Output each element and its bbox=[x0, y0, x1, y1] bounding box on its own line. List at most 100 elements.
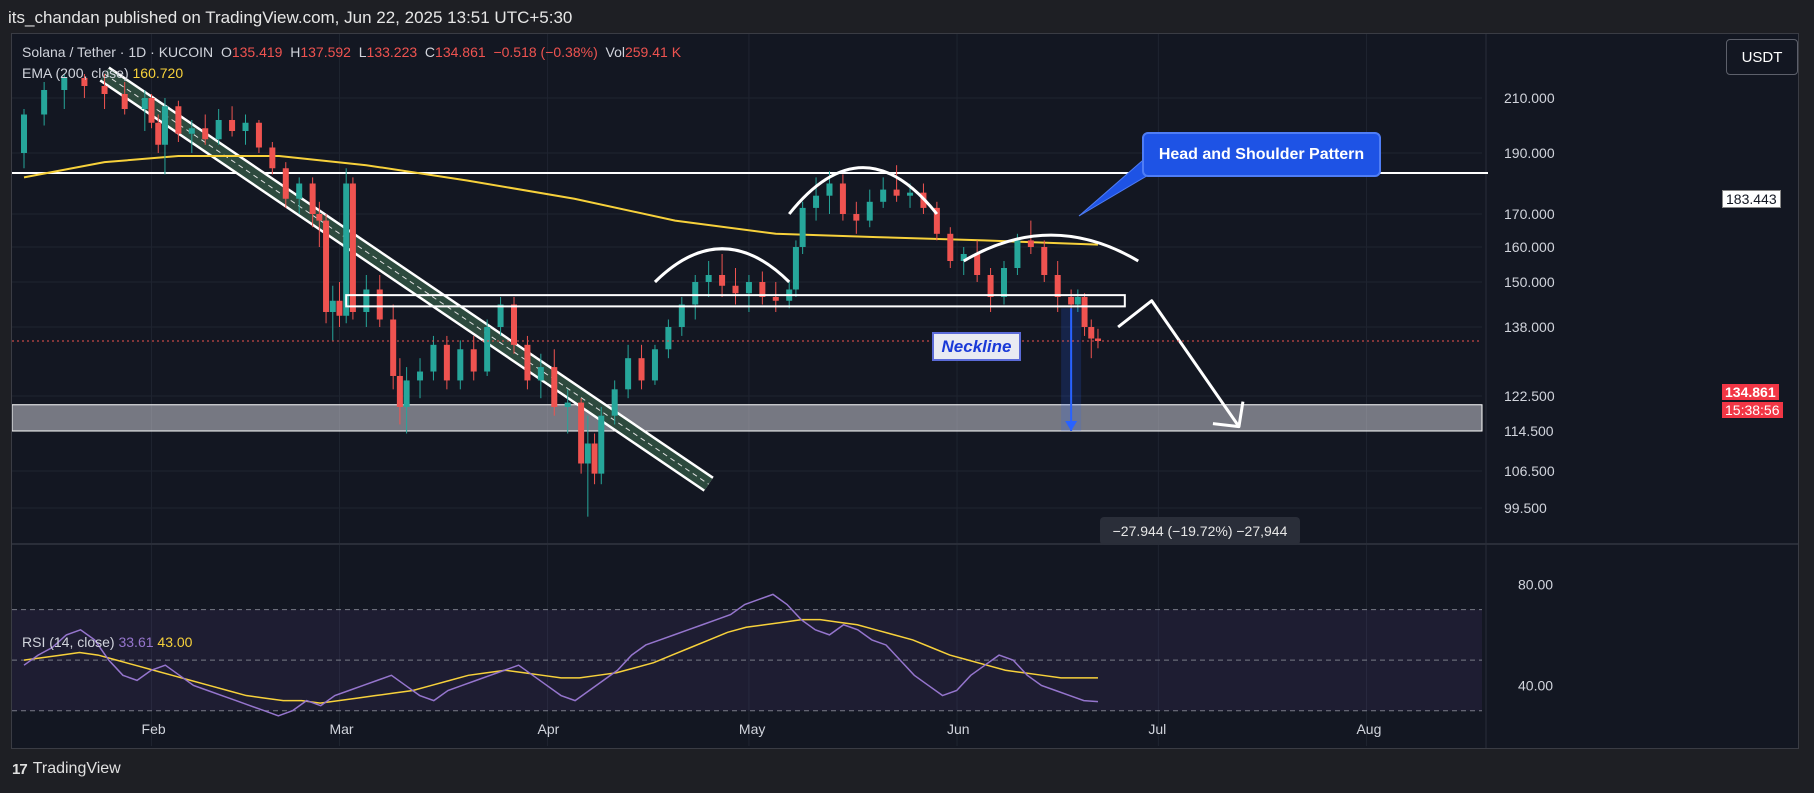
candle-body bbox=[155, 122, 162, 145]
y-tick-label: 170.000 bbox=[1504, 206, 1555, 222]
candle-body bbox=[396, 375, 403, 407]
candle-body bbox=[202, 128, 209, 140]
x-tick-label: Apr bbox=[538, 721, 560, 737]
rsi-ma-value: 43.00 bbox=[157, 634, 193, 650]
ema-label: EMA (200, close) bbox=[22, 65, 129, 81]
candle-body bbox=[974, 254, 981, 275]
countdown-label: 15:38:56 bbox=[1722, 402, 1783, 418]
candle-body bbox=[309, 183, 316, 214]
candle-body bbox=[564, 402, 571, 407]
candle-body bbox=[893, 189, 900, 196]
candle-body bbox=[853, 214, 860, 221]
footer-brand[interactable]: 17 TradingView bbox=[12, 760, 121, 778]
candle-body bbox=[799, 207, 806, 247]
rsi-tick-label: 80.00 bbox=[1518, 576, 1553, 592]
candle-body bbox=[242, 122, 249, 131]
head-arc bbox=[788, 166, 939, 215]
candle-body bbox=[1054, 275, 1061, 297]
currency-button[interactable]: USDT bbox=[1726, 39, 1798, 75]
x-tick-label: Jun bbox=[947, 721, 970, 737]
candle-body bbox=[839, 183, 846, 214]
measure-arrow-head bbox=[1065, 421, 1078, 431]
candle-body bbox=[101, 86, 108, 94]
ohlc-high-label: H bbox=[290, 44, 301, 60]
candle-body bbox=[524, 344, 531, 381]
x-tick-label: Mar bbox=[329, 721, 353, 737]
chart-canvas[interactable]: 210.000 190.000 170.000 160.000 150.000 138.0… bbox=[12, 34, 1798, 748]
candle-body bbox=[651, 349, 658, 381]
measure-label: −27.944 (−19.72%) −27,944 bbox=[1100, 517, 1300, 545]
candle-body bbox=[390, 319, 397, 376]
candle-body bbox=[1041, 247, 1048, 275]
candle-body bbox=[692, 282, 699, 305]
rsi-tick-label: 40.00 bbox=[1518, 677, 1553, 693]
ohlc-high: 137.592 bbox=[300, 44, 351, 60]
candle-body bbox=[598, 415, 605, 474]
candle-body bbox=[947, 233, 954, 261]
candle-body bbox=[611, 389, 618, 416]
neckline-box bbox=[345, 294, 1126, 308]
candle-body bbox=[907, 192, 914, 196]
candle-body bbox=[638, 358, 645, 381]
rsi-ma-line bbox=[23, 618, 1098, 704]
projection-arrow-head bbox=[1212, 401, 1245, 429]
candle-body bbox=[497, 304, 504, 327]
y-tick-label: 138.000 bbox=[1504, 319, 1555, 335]
candle-body bbox=[363, 289, 370, 312]
candle-body bbox=[1014, 240, 1021, 268]
candle-body bbox=[417, 371, 424, 381]
volume-label: Vol bbox=[605, 44, 625, 60]
candle-body bbox=[41, 90, 48, 115]
candle-body bbox=[316, 214, 323, 221]
candle-body bbox=[430, 344, 437, 372]
x-tick-label: Feb bbox=[142, 721, 166, 737]
ema-legend[interactable]: EMA (200, close) 160.720 bbox=[22, 65, 183, 81]
y-tick-label: 99.500 bbox=[1504, 500, 1547, 516]
tradingview-logo-icon: 17 bbox=[12, 760, 28, 778]
candle-body bbox=[403, 380, 410, 407]
left-shoulder-arc bbox=[653, 247, 791, 284]
candle-body bbox=[826, 183, 833, 196]
rsi-legend[interactable]: RSI (14, close) 33.61 43.00 bbox=[22, 634, 192, 650]
candle-body bbox=[329, 300, 336, 312]
candle-body bbox=[148, 98, 155, 123]
chart-frame[interactable]: 210.000 190.000 170.000 160.000 150.000 138.0… bbox=[11, 33, 1799, 749]
candles bbox=[21, 74, 1101, 517]
y-tick-label: 160.000 bbox=[1504, 239, 1555, 255]
volume-value: 259.41 K bbox=[624, 44, 682, 60]
candle-body bbox=[759, 282, 766, 297]
candle-body bbox=[732, 285, 739, 294]
candle-body bbox=[625, 358, 632, 390]
candle-body bbox=[880, 189, 887, 202]
candle-body bbox=[376, 289, 383, 320]
candle-body bbox=[343, 183, 350, 316]
candle-body bbox=[188, 128, 195, 134]
y-tick-label: 190.000 bbox=[1504, 145, 1555, 161]
ema-200-line bbox=[23, 155, 1099, 246]
support-zone bbox=[12, 404, 1483, 432]
candle-body bbox=[772, 297, 779, 301]
candle-body bbox=[705, 275, 712, 282]
candle-body bbox=[470, 349, 477, 372]
candle-body bbox=[511, 304, 517, 345]
candle-body bbox=[229, 120, 236, 131]
rsi-line bbox=[23, 593, 1099, 717]
brand-name: TradingView bbox=[32, 760, 121, 777]
candle-body bbox=[1027, 240, 1034, 247]
candle-body bbox=[551, 367, 558, 407]
publish-caption: its_chandan published on TradingView.com… bbox=[8, 8, 573, 27]
symbol-legend[interactable]: Solana / Tether · 1D · KUCOIN O135.419 H… bbox=[22, 44, 681, 60]
candle-body bbox=[443, 344, 450, 381]
candle-body bbox=[584, 443, 591, 464]
last-price-label: 134.861 bbox=[1722, 384, 1779, 400]
ohlc-change: −0.518 (−0.38%) bbox=[493, 44, 598, 60]
candle-body bbox=[1094, 338, 1101, 341]
candle-body bbox=[665, 327, 672, 350]
ohlc-close-label: C bbox=[424, 44, 436, 60]
candle-body bbox=[141, 98, 148, 109]
x-tick-label: Jul bbox=[1148, 721, 1166, 737]
candle-body bbox=[323, 220, 330, 312]
candle-body bbox=[121, 94, 128, 109]
candle-body bbox=[175, 106, 182, 134]
measure-range bbox=[1061, 308, 1082, 431]
